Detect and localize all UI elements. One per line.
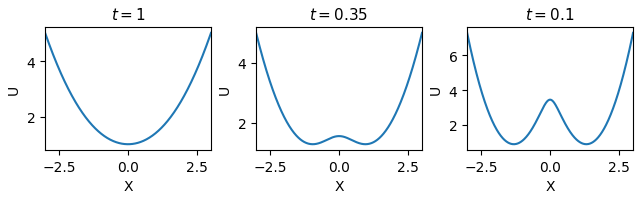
- X-axis label: X: X: [545, 179, 555, 193]
- Title: $t = 0.1$: $t = 0.1$: [525, 7, 575, 23]
- Y-axis label: U: U: [7, 84, 21, 94]
- Title: $t = 1$: $t = 1$: [111, 7, 145, 23]
- Title: $t = 0.35$: $t = 0.35$: [309, 7, 369, 23]
- Y-axis label: U: U: [429, 84, 443, 94]
- X-axis label: X: X: [124, 179, 133, 193]
- Y-axis label: U: U: [218, 84, 232, 94]
- X-axis label: X: X: [334, 179, 344, 193]
